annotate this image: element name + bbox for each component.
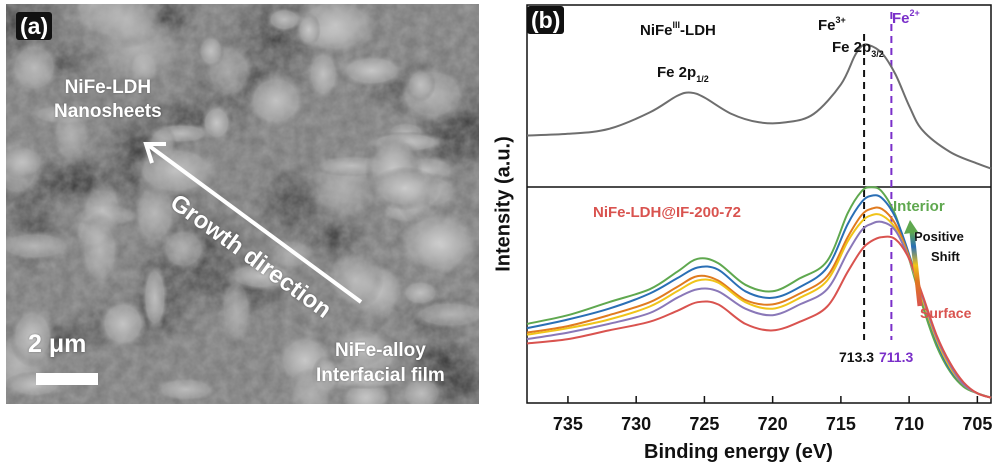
ref-fe3-value: 713.3 xyxy=(839,349,874,365)
scale-bar xyxy=(36,373,98,385)
nanosheets-line1: NiFe-LDH xyxy=(64,77,152,98)
nanosheets-label: NiFe-LDH Nanosheets xyxy=(54,76,162,124)
depth-spectrum-line-5 xyxy=(526,235,992,399)
fe2-label: Fe2+ xyxy=(892,8,920,27)
fe3-label: Fe3+ xyxy=(818,15,846,34)
alloy-film-label: NiFe-alloy Interfacial film xyxy=(316,338,445,388)
shift-arrow-head xyxy=(904,220,918,234)
alloy-line1: NiFe-alloy xyxy=(335,340,426,361)
panel-b-label: (b) xyxy=(527,6,565,34)
positive-shift-line2: Shift xyxy=(931,249,961,264)
top-spectrum xyxy=(526,43,992,170)
x-tick-label: 720 xyxy=(758,414,788,434)
surface-label: Surface xyxy=(920,305,972,321)
x-tick-label: 710 xyxy=(894,414,924,434)
depth-spectrum-line-0 xyxy=(526,186,992,399)
x-tick-label: 735 xyxy=(553,414,583,434)
alloy-line2: Interfacial film xyxy=(316,365,445,386)
panel-a-label: (a) xyxy=(16,12,53,40)
scale-bar-label: 2 μm xyxy=(28,330,87,358)
ref-fe2-value: 711.3 xyxy=(879,349,913,365)
depth-profile-spectra xyxy=(526,186,992,399)
x-tick-label: 725 xyxy=(689,414,719,434)
sem-micrograph xyxy=(6,4,479,404)
positive-shift-line1: Positive xyxy=(914,229,964,244)
fe2p32-label: Fe 2p3/2 xyxy=(832,39,884,59)
plot-frame xyxy=(526,4,992,404)
interior-label: Interior xyxy=(893,198,945,215)
x-axis-ticks: 735 730 725 720 715 710 705 xyxy=(553,396,992,434)
x-tick-label: 730 xyxy=(621,414,651,434)
top-sample-label: NiFeIII-LDH xyxy=(640,20,716,39)
growth-arrow xyxy=(143,142,363,304)
shift-arrow xyxy=(909,231,923,307)
fe2p12-label: Fe 2p1/2 xyxy=(657,64,709,84)
sem-image-panel: (a) NiFe-LDH Nanosheets Growth direction… xyxy=(6,4,479,404)
bottom-sample-label: NiFe-LDH@IF-200-72 xyxy=(593,204,741,221)
x-axis-label: Binding energy (eV) xyxy=(644,441,833,463)
x-tick-label: 705 xyxy=(962,414,992,434)
nanosheets-line2: Nanosheets xyxy=(54,101,162,122)
x-tick-label: 715 xyxy=(826,414,856,434)
top-spectrum-line xyxy=(526,43,992,170)
